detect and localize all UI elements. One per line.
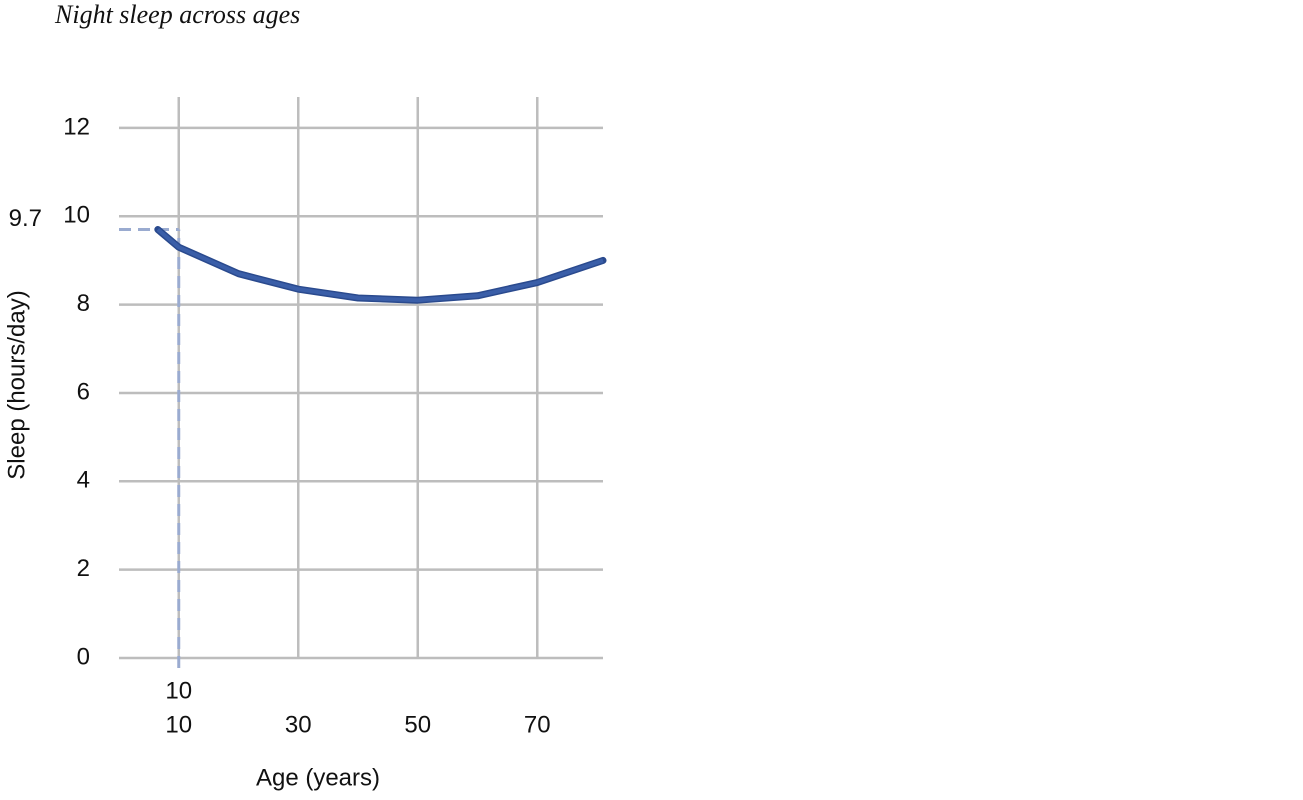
- y-tick-label: 4: [77, 467, 90, 494]
- y-tick-label: 2: [77, 555, 90, 582]
- x-tick-label: 50: [404, 711, 431, 738]
- annotation-label: 10: [165, 677, 192, 704]
- annotation-label: 9.7: [9, 205, 42, 232]
- y-tick-label: 12: [63, 113, 90, 140]
- y-tick-label: 8: [77, 290, 90, 317]
- y-tick-label: 6: [77, 378, 90, 405]
- x-tick-label: 70: [524, 711, 551, 738]
- y-tick-label: 0: [77, 643, 90, 670]
- x-tick-label: 10: [165, 711, 192, 738]
- y-tick-label: 10: [63, 202, 90, 229]
- y-axis-label: Sleep (hours/day): [3, 290, 30, 479]
- data-line: [156, 227, 604, 303]
- x-tick-label: 30: [285, 711, 312, 738]
- chart-title: Night sleep across ages: [54, 0, 300, 29]
- x-axis-label: Age (years): [256, 764, 380, 791]
